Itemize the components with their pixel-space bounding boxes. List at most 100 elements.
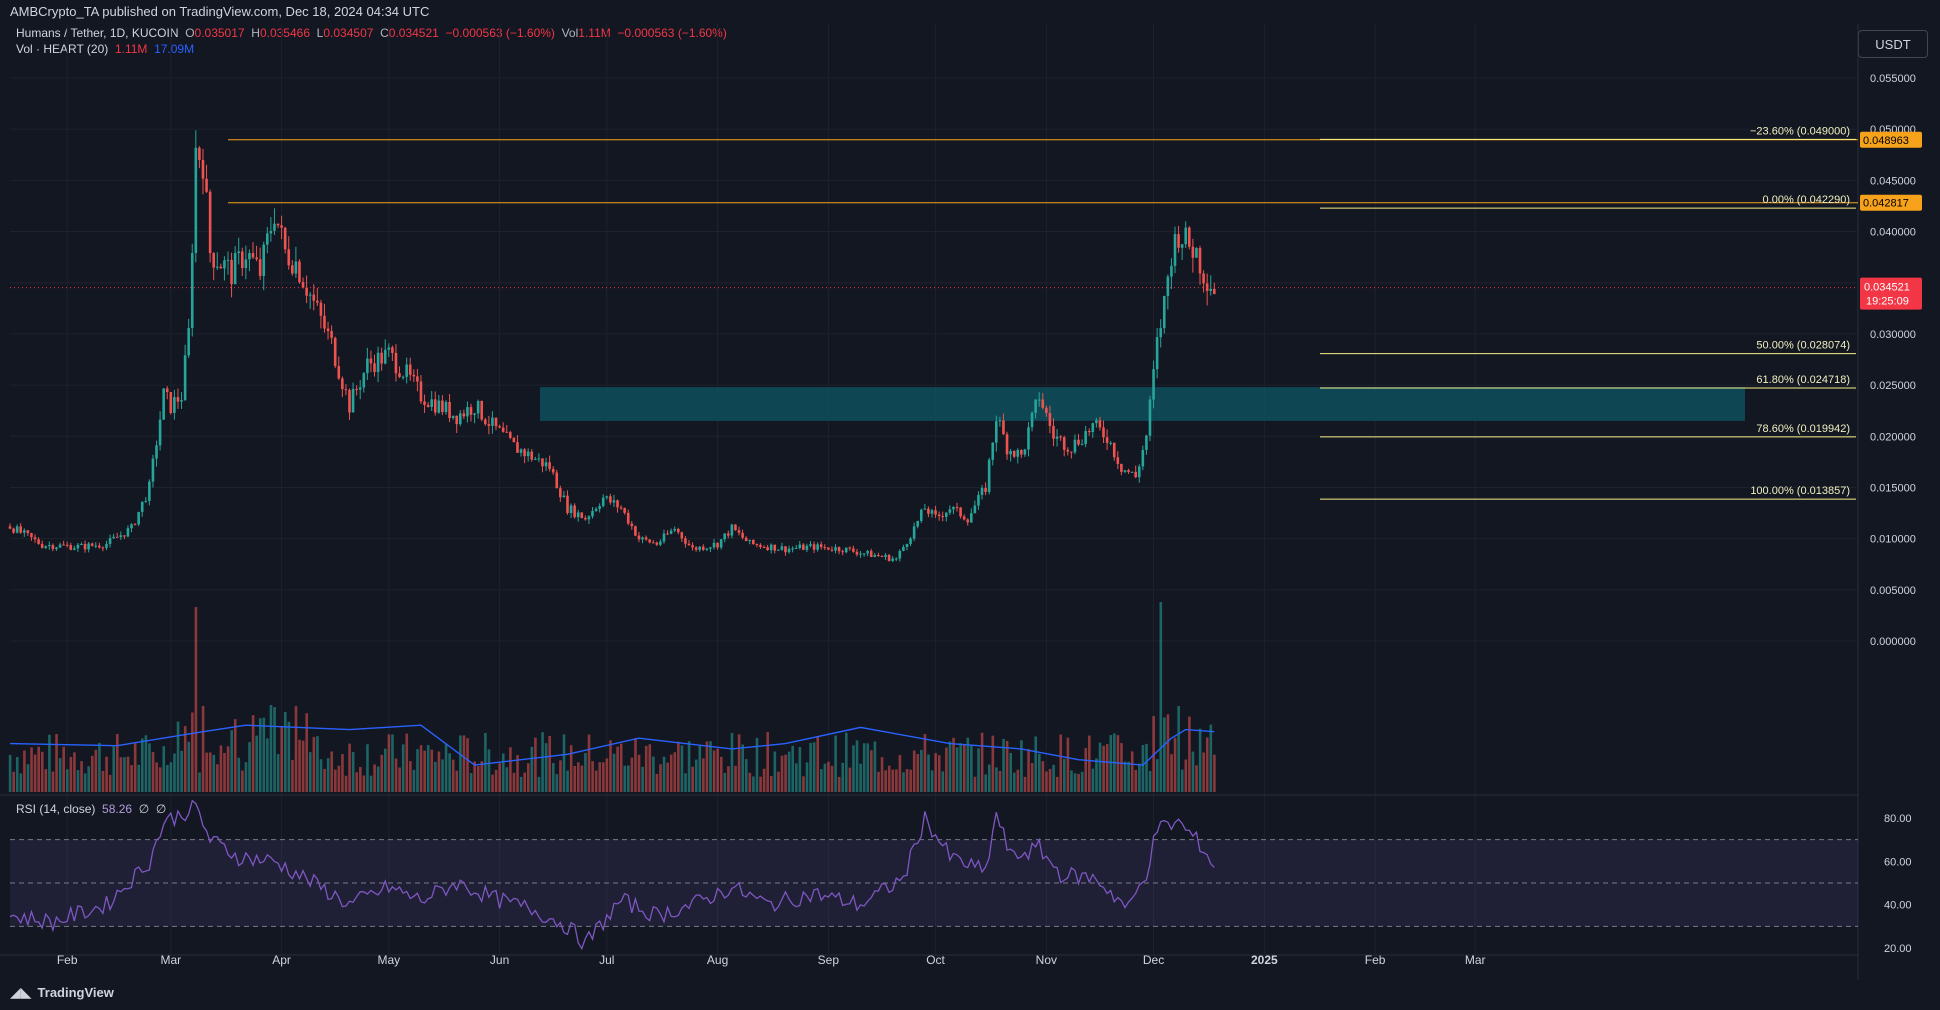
candle-body: [233, 252, 237, 285]
hline-price-tag: [1860, 194, 1922, 211]
candle-body: [902, 546, 905, 551]
volume-bar: [412, 769, 416, 792]
candle-body: [723, 533, 727, 540]
candle-body: [1148, 399, 1152, 436]
volume-bar: [1041, 761, 1045, 792]
candle-body: [1070, 451, 1073, 453]
candle-body: [1205, 283, 1209, 291]
y-tick-label: 0.020000: [1870, 431, 1916, 443]
candle-body: [509, 432, 512, 438]
volume-bar: [987, 764, 991, 792]
volume-bar: [387, 734, 391, 792]
volume-bar: [698, 745, 702, 792]
volume-bar: [823, 763, 827, 792]
tradingview-brand[interactable]: ◢◣ TradingView: [10, 984, 114, 1001]
volume-indicator-value: 1.11M: [114, 42, 148, 56]
volume-bar: [69, 756, 73, 792]
candle-body: [784, 546, 787, 553]
volume-bar: [544, 743, 548, 792]
volume-bar: [977, 748, 980, 792]
candle-body: [223, 260, 226, 269]
candle-body: [1180, 244, 1184, 248]
candle-body: [8, 526, 12, 529]
volume-bar: [505, 767, 509, 792]
candle-body: [15, 526, 19, 533]
y-tick-label: 0.030000: [1870, 329, 1916, 341]
x-tick-label: May: [377, 953, 400, 967]
candle-body: [1198, 247, 1202, 274]
volume-bar: [65, 769, 69, 792]
candle-body: [373, 363, 376, 373]
volume-bar: [587, 734, 591, 792]
currency-button[interactable]: USDT: [1858, 30, 1928, 58]
volume-bar: [244, 762, 248, 792]
candle-body: [834, 547, 837, 551]
candle-body: [569, 505, 573, 514]
volume-bar: [212, 754, 216, 792]
volume-bar: [294, 706, 298, 792]
candle-body: [333, 337, 337, 367]
candle-body: [444, 401, 448, 413]
volume-bar: [952, 737, 955, 792]
volume-bar: [648, 744, 652, 792]
volume-bar: [473, 761, 476, 792]
candle-body: [283, 227, 287, 250]
x-tick-label: Jul: [599, 953, 614, 967]
candle-body: [258, 259, 262, 276]
candle-body: [215, 266, 219, 268]
candle-body: [752, 539, 755, 544]
candle-body: [827, 547, 830, 550]
candle-body: [162, 388, 165, 420]
candle-body: [294, 261, 298, 274]
volume-bar: [26, 764, 30, 792]
candle-body: [655, 542, 659, 545]
volume-bar: [1170, 754, 1173, 792]
volume-bar: [137, 764, 141, 792]
candle-body: [1077, 439, 1080, 445]
candle-body: [298, 261, 301, 283]
candle-body: [158, 419, 162, 446]
volume-bar: [1066, 737, 1070, 792]
volume-bar: [1109, 735, 1113, 792]
candle-body: [137, 511, 140, 525]
volume-bar: [423, 750, 426, 792]
candle-body: [226, 259, 230, 261]
candle-body: [1084, 431, 1087, 444]
candle-body: [366, 358, 369, 374]
candle-body: [516, 442, 519, 453]
volume-bar: [673, 752, 677, 792]
candle-body: [26, 530, 30, 534]
volume-bar: [405, 733, 409, 792]
candle-body: [662, 533, 666, 542]
candle-body: [255, 257, 258, 260]
volume-bar: [426, 745, 430, 792]
volume-bar: [169, 762, 173, 792]
candle-body: [866, 550, 869, 554]
candle-body: [676, 528, 680, 533]
fib-level-label: 78.60% (0.019942): [1756, 423, 1850, 435]
volume-bar: [580, 765, 584, 792]
candle-body: [155, 445, 158, 459]
candle-body: [884, 555, 887, 557]
volume-bar: [591, 761, 594, 792]
volume-bar: [144, 735, 148, 792]
volume-bar: [373, 764, 376, 792]
volume-bar: [55, 733, 58, 792]
volume-bar: [777, 771, 780, 792]
candle-body: [912, 526, 916, 539]
candle-body: [337, 366, 341, 379]
candle-body: [412, 374, 416, 377]
volume-bar: [19, 773, 23, 792]
candle-body: [1045, 407, 1048, 414]
candle-body: [927, 508, 930, 514]
y-tick-label: 0.015000: [1870, 482, 1916, 494]
volume-bar: [330, 751, 334, 792]
candle-body: [1123, 470, 1127, 472]
candle-body: [1134, 471, 1137, 478]
volume-bar: [241, 770, 244, 792]
volume-bar: [401, 744, 405, 792]
candle-body: [119, 535, 123, 538]
volume-bar: [58, 758, 62, 792]
volume-bar: [166, 764, 169, 792]
